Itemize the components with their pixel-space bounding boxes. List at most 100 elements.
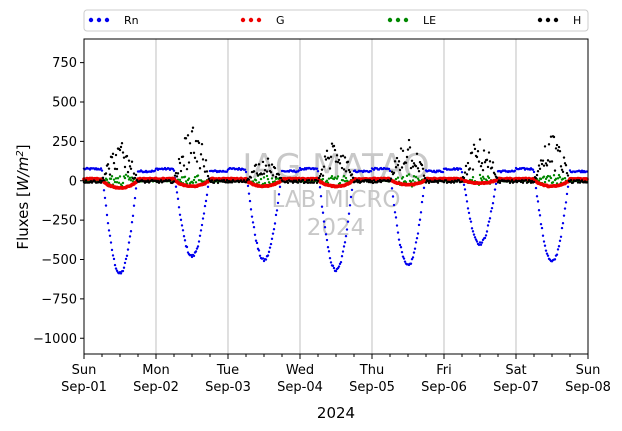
point-h [481,168,485,172]
point-h [510,179,514,182]
point-h [296,181,300,184]
point-rn [262,259,266,263]
point-rn [133,196,137,200]
point-h [121,151,125,154]
point-rn [321,211,325,214]
point-h [521,181,525,184]
point-h [199,153,203,156]
point-rn [475,240,479,243]
point-h [577,179,581,182]
point-h [398,168,402,172]
point-h [113,167,117,171]
grid-lines [155,39,517,354]
point-h [279,176,283,180]
x-tick-weekday: Sat [505,363,526,378]
point-h [580,179,584,182]
point-h [355,179,359,182]
point-h [210,179,214,182]
point-h [202,165,206,168]
point-h [442,181,446,184]
point-rn [420,200,424,204]
point-rn [470,227,474,230]
point-rn [532,170,536,174]
point-rn [204,199,208,203]
point-h [534,176,538,180]
point-h [338,162,342,165]
point-rn [539,222,543,226]
point-rn [343,241,347,244]
point-rn [248,199,252,203]
point-h [486,165,490,169]
point-le [115,181,119,184]
point-rn [122,266,126,269]
point-h [247,178,251,181]
point-h [127,159,131,162]
point-h [415,152,419,155]
point-h [134,173,138,177]
point-h [215,179,219,182]
point-h [316,179,320,183]
point-h [400,166,404,169]
point-h [101,176,105,180]
point-h [466,161,470,165]
point-rn [346,220,350,223]
point-le [471,176,475,179]
point-rn [561,222,565,225]
point-le [478,173,482,177]
point-rn [99,167,103,170]
point-h [422,174,426,177]
point-h [409,166,413,170]
point-rn [326,246,330,249]
point-h [540,162,544,166]
point-h [538,167,542,171]
point-h [507,179,511,183]
point-h [319,172,323,176]
point-h [423,177,427,180]
point-rn [196,245,200,248]
y-axis-title: Fluxes [W/m2] [14,144,32,249]
point-h [264,164,268,167]
point-rn [153,169,157,172]
legend-marker-h [537,17,543,23]
point-rn [257,249,261,252]
point-le [335,177,339,180]
point-h [115,167,119,171]
point-h [488,160,492,163]
point-rn [126,248,130,251]
point-rn [487,220,491,223]
point-le [262,176,266,179]
point-h [191,126,195,129]
point-le [543,180,547,184]
point-h [224,181,228,184]
point-h [561,170,565,174]
point-h [118,148,122,152]
point-rn [473,236,477,239]
point-rn [441,170,445,174]
point-rn [244,170,248,174]
point-h [479,164,483,168]
point-rn [269,242,273,246]
point-h [465,173,469,176]
point-le [479,177,483,180]
point-h [543,145,547,148]
point-rn [195,247,199,250]
point-le [330,174,334,178]
x-tick-date: Sep-08 [565,380,611,395]
point-rn [471,230,475,233]
point-rn [479,243,483,246]
point-h [553,169,557,172]
point-h [392,171,396,175]
point-h [216,181,220,185]
point-h [564,164,568,167]
legend-marker-rn [96,17,102,23]
point-rn [261,257,265,260]
point-rn [246,184,250,188]
x-tick-weekday: Thu [359,363,384,378]
point-h [192,151,196,155]
point-rn [115,269,119,272]
y-tick-label: 750 [52,56,77,71]
point-le [126,175,130,178]
point-rn [393,211,397,214]
point-h [173,174,177,177]
point-h [230,181,234,184]
